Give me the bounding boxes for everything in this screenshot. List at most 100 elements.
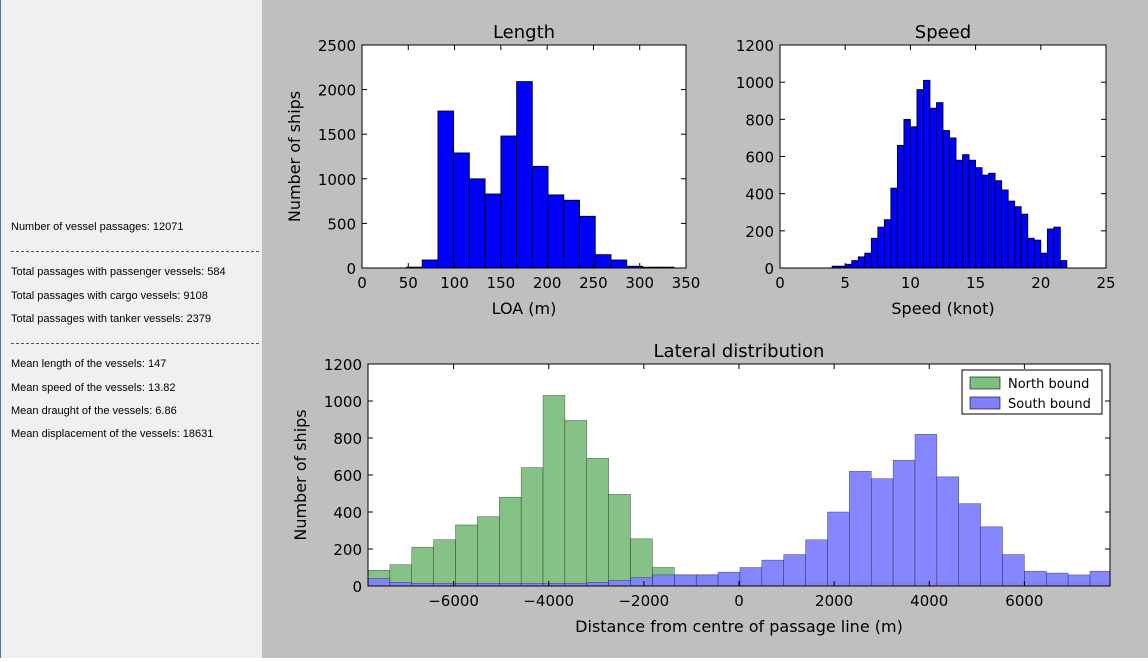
south-bound-bar [892,459,916,586]
stat-vessel-passages: Number of vessel passages: 12071 [11,221,184,233]
histogram-bar [929,107,937,268]
histogram-bar [975,167,983,268]
south-bound-bar [958,503,981,586]
histogram-bar [988,172,996,268]
y-tick-label: 2500 [318,37,356,55]
histogram-bar [864,252,872,268]
histogram-bar [1059,260,1068,268]
histogram-bar [844,263,853,268]
y-axis-label: Number of ships [285,91,304,222]
y-tick-label: 800 [333,430,362,448]
x-tick-label: 350 [672,274,701,292]
histogram-bar [1040,252,1048,268]
x-tick-label: 150 [487,274,516,292]
histogram-bar [1027,237,1035,268]
legend: North bound South bound [961,369,1103,415]
histogram-bar [1007,200,1016,268]
histogram-bar [594,254,612,268]
south-bound-bar [1024,570,1047,586]
y-axis-label: Number of ships [291,409,310,540]
y-tick-label: 400 [745,186,774,204]
north-bound-bar [499,496,522,586]
histogram-bar [936,102,944,268]
histogram-bar [968,159,977,268]
histogram-bar [1014,206,1022,268]
x-tick-label: 100 [440,274,469,292]
bars [831,79,1068,268]
x-tick-label: −2000 [618,592,669,610]
histogram-bar [531,165,549,268]
histogram-bar [453,152,470,268]
north-bound-bar [586,458,609,586]
south-bound-bar [1089,570,1110,586]
histogram-bar [981,174,990,268]
south-bound-bar [695,574,719,586]
x-tick-label: 10 [901,274,920,292]
histogram-bar [890,187,898,268]
histogram-bar [610,259,628,268]
chart-title: Length [493,22,555,43]
x-tick-label: 20 [1031,274,1050,292]
legend-label: South bound [1008,397,1091,412]
histogram-bar [949,137,957,268]
x-tick-label: 4000 [910,592,948,610]
y-tick-label: 0 [346,260,356,278]
histogram-bar [923,79,931,268]
x-tick-label: 25 [1096,274,1115,292]
stat-mean-speed: Mean speed of the vessels: 13.82 [11,382,176,394]
histogram-bar [579,215,596,268]
x-tick-label: −6000 [428,592,479,610]
south-bound-bar [980,526,1003,586]
south-bound-bar [586,582,609,586]
x-tick-label: −4000 [523,592,574,610]
south-bound-bar [739,567,763,586]
histogram-bar [877,226,885,268]
histogram-bar [563,199,580,268]
stat-cargo-passages: Total passages with cargo vessels: 9108 [11,290,208,302]
chart-1: 0 5 10 15 20 25 0 200 400 600 800 1000 1200 Speed Spee… [736,22,1116,318]
y-tick-label: 200 [745,223,774,241]
south-bound-bar [608,580,631,586]
y-tick-label: 0 [764,260,774,278]
histogram-bar [851,260,859,268]
south-bound-bar [389,582,413,586]
chart-title: Lateral distribution [654,341,825,362]
north-bound-bar [564,420,588,586]
y-tick-label: 500 [327,215,356,233]
south-bound-bar [717,571,741,586]
stat-mean-length: Mean length of the vessels: 147 [11,358,167,370]
histogram-bar [1033,239,1042,268]
histogram-bar [484,193,502,268]
histogram-bar [896,144,905,268]
x-tick-label: 50 [399,274,418,292]
separator-2 [11,343,259,344]
south-bound-bar [827,511,850,586]
histogram-bar [421,259,439,268]
x-tick-label: 0 [357,274,367,292]
y-tick-label: 2000 [318,82,356,100]
south-bound-bar [936,476,959,586]
statistics-panel: Number of vessel passages: 12071 Total p… [0,0,262,658]
separator-1 [11,251,259,252]
south-bound-bar [1067,574,1091,586]
south-bound-bar [805,539,828,586]
south-bound-bar [783,554,806,586]
histogram-bar [1020,213,1029,268]
histogram-bar [516,81,533,268]
chart-2: −6000 −4000 −2000 0 2000 4000 6000 0 200 400 600 80… [291,341,1111,636]
south-bound-bar [1002,554,1025,586]
histogram-bar [903,118,911,268]
x-tick-label: 300 [625,274,654,292]
legend-label: North bound [1008,377,1089,392]
y-tick-label: 0 [352,578,362,596]
south-bound-bar [1046,572,1069,586]
histogram-bar [500,135,517,268]
y-tick-label: 400 [333,504,362,522]
north-bound-bar [542,395,566,586]
x-tick-label: 0 [775,274,785,292]
histogram-bar [547,194,565,268]
y-tick-label: 1000 [736,74,774,92]
histogram-bar [1001,189,1009,268]
histogram-bar [1053,226,1061,268]
x-axis-label: Speed (knot) [891,299,994,318]
